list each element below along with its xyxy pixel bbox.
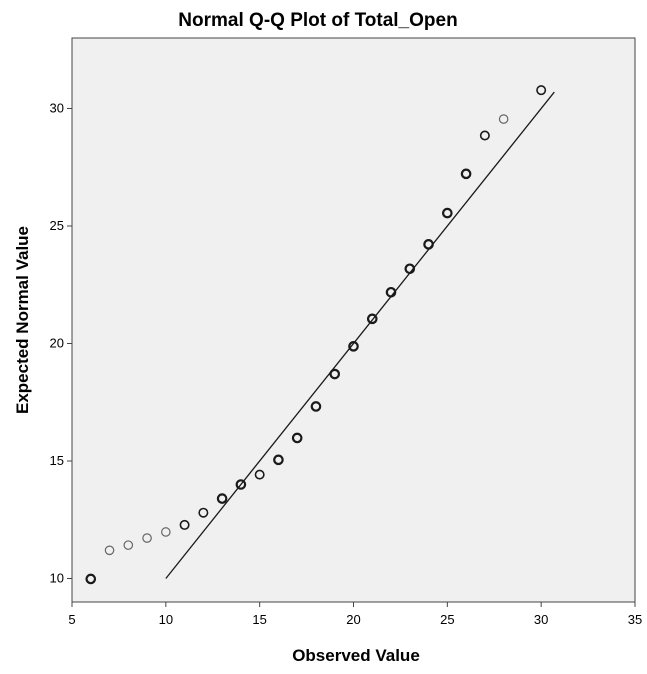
data-point <box>254 469 265 480</box>
y-axis-label: Expected Normal Value <box>13 226 32 414</box>
y-tick-label: 10 <box>50 571 64 586</box>
x-tick-label: 35 <box>628 612 642 627</box>
data-point <box>366 313 378 325</box>
data-point <box>142 533 152 543</box>
y-tick-label: 15 <box>50 453 64 468</box>
data-point <box>404 263 416 275</box>
data-point <box>460 168 472 180</box>
x-tick-label: 25 <box>440 612 454 627</box>
data-point <box>329 368 341 380</box>
data-point <box>442 207 453 219</box>
y-tick-label: 25 <box>50 218 64 233</box>
data-point <box>85 573 97 585</box>
data-point <box>385 286 397 298</box>
plot-area <box>71 37 636 603</box>
data-point <box>123 540 134 550</box>
data-point <box>104 545 115 556</box>
data-point <box>216 493 228 504</box>
y-tick-label: 20 <box>50 336 64 351</box>
data-point <box>273 454 284 466</box>
x-axis-label: Observed Value <box>292 646 420 665</box>
x-axis: 5 10 15 20 25 30 35 <box>68 602 642 627</box>
x-tick-label: 20 <box>346 612 360 627</box>
data-point <box>179 519 190 530</box>
y-tick-label: 30 <box>50 101 64 116</box>
data-point <box>536 85 547 96</box>
data-point <box>423 239 434 250</box>
reference-line <box>165 91 555 579</box>
x-tick-label: 15 <box>252 612 266 627</box>
data-point <box>479 130 490 141</box>
data-point <box>291 432 303 444</box>
x-tick-label: 10 <box>159 612 173 627</box>
data-point <box>235 479 247 490</box>
data-points <box>85 85 547 585</box>
y-axis: 10 15 20 25 30 <box>50 101 72 586</box>
x-tick-label: 5 <box>68 612 75 627</box>
x-tick-label: 30 <box>534 612 548 627</box>
data-point <box>498 114 509 124</box>
chart-title: Normal Q-Q Plot of Total_Open <box>178 10 457 31</box>
data-point <box>348 341 359 352</box>
data-point <box>161 527 171 537</box>
data-point <box>198 507 209 518</box>
data-point <box>310 401 322 412</box>
